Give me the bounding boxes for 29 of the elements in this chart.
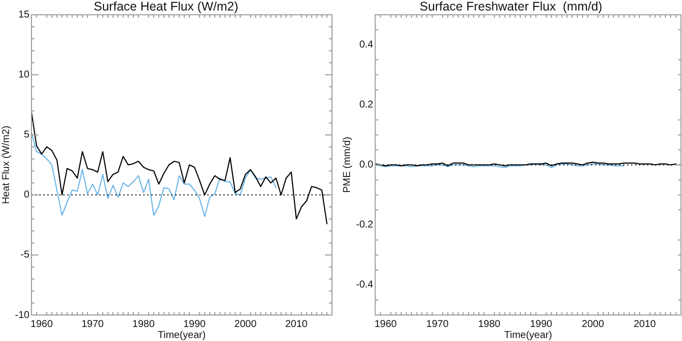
- x-tick-label: 1970: [426, 318, 449, 330]
- y-tick-label: 0: [24, 190, 30, 201]
- y-tick-label: 0.2: [359, 100, 374, 111]
- y-tick-label: 0.0: [359, 160, 374, 171]
- y-tick-label: -10: [15, 310, 30, 321]
- x-axis-title: Time(year): [504, 330, 552, 341]
- x-tick-label: 1970: [81, 318, 104, 330]
- x-axis-title: Time(year): [158, 330, 206, 341]
- x-tick-label: 1980: [478, 318, 501, 330]
- x-tick-label: 2010: [285, 318, 308, 330]
- chart-title: Surface Heat Flux (W/m2): [94, 0, 238, 14]
- y-tick-label: 0.4: [359, 40, 374, 51]
- y-tick-label: 5: [24, 130, 30, 141]
- x-tick-label: 1990: [530, 318, 553, 330]
- y-tick-label: -0.4: [356, 280, 374, 291]
- x-tick-label: 1980: [132, 318, 156, 330]
- x-tick-label: 2000: [234, 318, 257, 330]
- y-tick-label: -0.2: [356, 220, 374, 231]
- x-tick-label: 2000: [582, 318, 604, 330]
- y-tick-label: 15: [18, 10, 30, 20]
- y-axis-title: Heat Flux (W/m2): [0, 126, 12, 204]
- y-axis-title: PME (mm/d): [342, 136, 353, 193]
- x-tick-label: 2010: [634, 318, 656, 330]
- x-tick-label: 1960: [374, 318, 398, 330]
- y-tick-label: 10: [18, 70, 30, 81]
- x-tick-label: 1960: [30, 318, 54, 330]
- y-tick-label: -5: [20, 250, 30, 261]
- x-tick-label: 1990: [183, 318, 206, 330]
- chart-title: Surface Freshwater Flux (mm/d): [420, 0, 602, 14]
